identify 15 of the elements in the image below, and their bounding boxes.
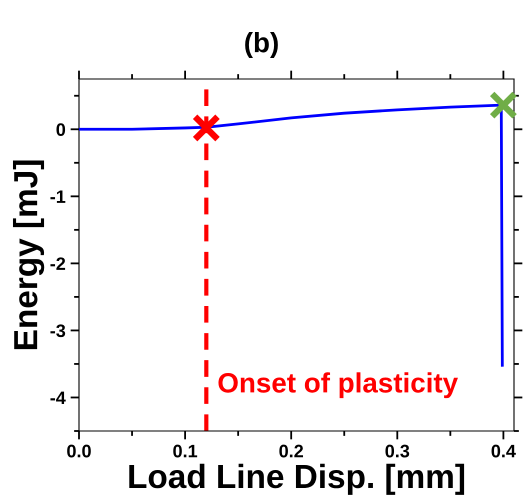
y-tick-label: -1 — [50, 190, 66, 203]
y-tick-label: -4 — [50, 392, 66, 404]
x-tick-label: 0.0 — [67, 444, 91, 458]
x-tick-label: 0.4 — [492, 444, 516, 458]
x-axis-title: Load Line Disp. [mm] — [129, 464, 464, 495]
y-tick-label: -2 — [50, 257, 66, 270]
x-tick-label: 0.3 — [385, 444, 410, 458]
y-axis-title: Energy [mJ] — [12, 160, 44, 350]
annotation: Onset of plasticity — [218, 372, 458, 398]
y-tick-label: -3 — [50, 324, 66, 338]
y-tick-label: 0 — [56, 123, 66, 136]
x-tick-label: 0.2 — [279, 444, 304, 458]
chart-title: (b) — [245, 32, 278, 58]
x-tick-label: 0.1 — [173, 444, 198, 458]
line-series — [79, 104, 504, 367]
